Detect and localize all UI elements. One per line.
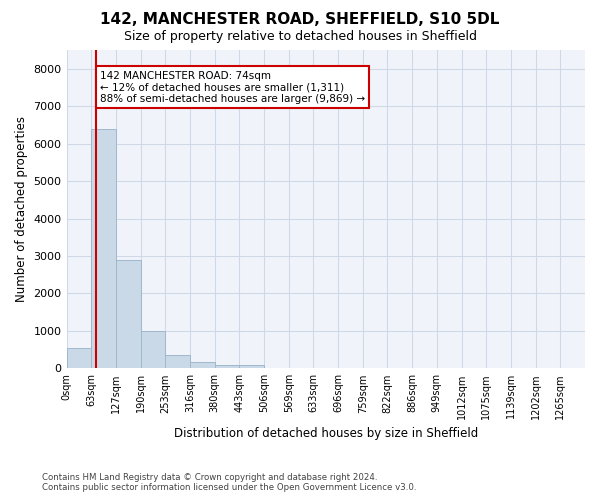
Bar xyxy=(67,348,91,368)
Text: 142 MANCHESTER ROAD: 74sqm
← 12% of detached houses are smaller (1,311)
88% of s: 142 MANCHESTER ROAD: 74sqm ← 12% of deta… xyxy=(100,70,365,104)
Bar xyxy=(190,362,215,368)
Bar xyxy=(116,260,140,368)
Bar xyxy=(215,364,239,368)
X-axis label: Distribution of detached houses by size in Sheffield: Distribution of detached houses by size … xyxy=(173,427,478,440)
Y-axis label: Number of detached properties: Number of detached properties xyxy=(15,116,28,302)
Bar xyxy=(239,366,264,368)
Text: Size of property relative to detached houses in Sheffield: Size of property relative to detached ho… xyxy=(124,30,476,43)
Text: Contains HM Land Registry data © Crown copyright and database right 2024.
Contai: Contains HM Land Registry data © Crown c… xyxy=(42,473,416,492)
Bar xyxy=(91,128,116,368)
Bar xyxy=(140,331,165,368)
Text: 142, MANCHESTER ROAD, SHEFFIELD, S10 5DL: 142, MANCHESTER ROAD, SHEFFIELD, S10 5DL xyxy=(100,12,500,28)
Bar xyxy=(165,355,190,368)
